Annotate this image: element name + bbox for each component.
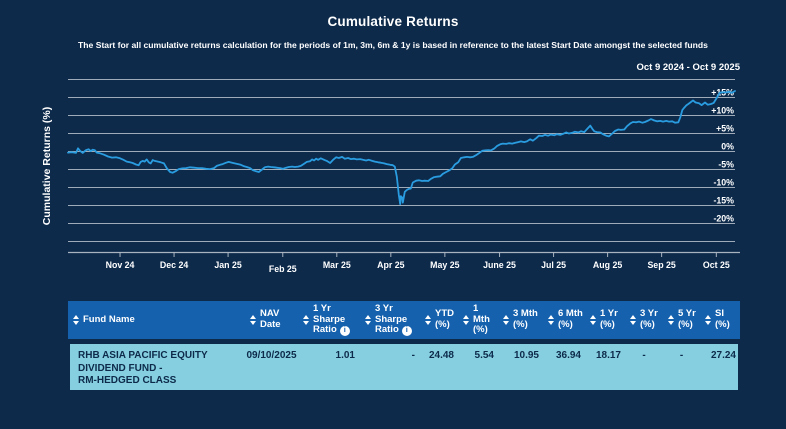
- column-header-1mth[interactable]: 1 Mth (%): [458, 301, 498, 339]
- sharpe-3yr-cell: -: [411, 350, 415, 361]
- x-tick-label: Feb 25: [269, 264, 297, 274]
- sharpe-1yr-cell: 1.01: [335, 350, 355, 361]
- sort-icon: [250, 315, 256, 325]
- x-tick-label: Mar 25: [323, 260, 351, 270]
- column-label: 5 Yr (%): [678, 308, 696, 330]
- column-header-6mth[interactable]: 6 Mth (%): [543, 301, 585, 339]
- column-header-ytd[interactable]: YTD (%): [420, 301, 458, 339]
- column-header-1yr[interactable]: 1 Yr (%): [585, 301, 625, 339]
- column-header-nav-date[interactable]: NAV Date: [245, 301, 298, 339]
- x-tick-label: May 25: [430, 260, 459, 270]
- x-tick-label: Oct 25: [703, 260, 730, 270]
- column-label: 1 Mth (%): [473, 303, 490, 336]
- column-label: 1 Yr Sharpe Ratio i: [313, 303, 359, 336]
- date-range-label: Oct 9 2024 - Oct 9 2025: [636, 62, 740, 73]
- column-label: Fund Name: [83, 313, 135, 325]
- column-header-3yr[interactable]: 3 Yr (%): [625, 301, 663, 339]
- info-icon[interactable]: i: [339, 325, 350, 336]
- column-label: 1 Yr (%): [600, 308, 618, 330]
- column-label: NAV Date: [260, 308, 281, 330]
- x-tick-label: Sep 25: [647, 260, 675, 270]
- column-header-5yr[interactable]: 5 Yr (%): [663, 301, 700, 339]
- 1mth-cell: 5.54: [474, 350, 494, 361]
- si-cell: 27.24: [710, 350, 736, 361]
- column-header-1yr-sharpe[interactable]: 1 Yr Sharpe Ratio i: [298, 301, 360, 339]
- nav-date-cell: 09/10/2025: [246, 350, 297, 361]
- table-header-row: Fund Name NAV Date 1 Yr Sharpe Ratio i 3 Yr…: [68, 301, 740, 339]
- y-tick-label: -10%: [713, 178, 734, 188]
- column-header-fund-name[interactable]: Fund Name: [68, 301, 245, 339]
- y-tick-label: -15%: [713, 196, 734, 206]
- column-label: YTD (%): [435, 308, 454, 330]
- sort-icon: [425, 315, 431, 325]
- column-label: 6 Mth (%): [558, 308, 583, 330]
- sort-icon: [548, 315, 554, 325]
- x-tick-label: Jul 25: [541, 260, 566, 270]
- sort-icon: [630, 315, 636, 325]
- sort-icon: [463, 315, 469, 325]
- y-tick-label: -5%: [718, 160, 734, 170]
- x-tick-label: Nov 24: [106, 260, 135, 270]
- table-row: RHB ASIA PACIFIC EQUITY DIVIDEND FUND - …: [68, 344, 740, 390]
- column-label: 3 Yr Sharpe Ratio i: [375, 303, 419, 336]
- y-axis-title: Cumulative Returns (%): [41, 106, 53, 226]
- x-tick-label: Apr 25: [377, 260, 404, 270]
- funds-table: Fund Name NAV Date 1 Yr Sharpe Ratio i 3 Yr…: [68, 301, 740, 390]
- ytd-cell: 24.48: [428, 350, 454, 361]
- page-title: Cumulative Returns: [327, 14, 459, 29]
- column-header-3mth[interactable]: 3 Mth (%): [498, 301, 543, 339]
- column-label: SI (%): [715, 308, 730, 330]
- y-tick-label: 0%: [721, 142, 734, 152]
- column-label: 3 Mth (%): [513, 308, 538, 330]
- x-tick-label: Jan 25: [214, 260, 241, 270]
- 3mth-cell: 10.95: [513, 350, 539, 361]
- sort-icon: [303, 315, 309, 325]
- column-label: 3 Yr (%): [640, 308, 658, 330]
- sort-icon: [73, 315, 79, 325]
- x-tick-label: June 25: [483, 260, 516, 270]
- y-tick-label: +10%: [711, 106, 734, 116]
- fund-name-cell: RHB ASIA PACIFIC EQUITY DIVIDEND FUND - …: [78, 350, 208, 386]
- y-tick-label: -20%: [713, 214, 734, 224]
- chart-subtitle: The Start for all cumulative returns cal…: [78, 40, 708, 50]
- column-header-3yr-sharpe[interactable]: 3 Yr Sharpe Ratio i: [360, 301, 420, 339]
- 3yr-cell: -: [642, 350, 646, 361]
- x-tick-label: Aug 25: [593, 260, 622, 270]
- column-header-si[interactable]: SI (%): [700, 301, 740, 339]
- sort-icon: [705, 315, 711, 325]
- sort-icon: [503, 315, 509, 325]
- 6mth-cell: 36.94: [555, 350, 581, 361]
- y-tick-label: +5%: [716, 124, 734, 134]
- sort-icon: [590, 315, 596, 325]
- series-line: [67, 90, 736, 205]
- info-icon[interactable]: i: [401, 325, 412, 336]
- x-tick-label: Dec 24: [160, 260, 188, 270]
- sort-icon: [365, 315, 371, 325]
- 5yr-cell: -: [679, 350, 684, 361]
- sort-icon: [668, 315, 674, 325]
- 1yr-cell: 18.17: [595, 350, 621, 361]
